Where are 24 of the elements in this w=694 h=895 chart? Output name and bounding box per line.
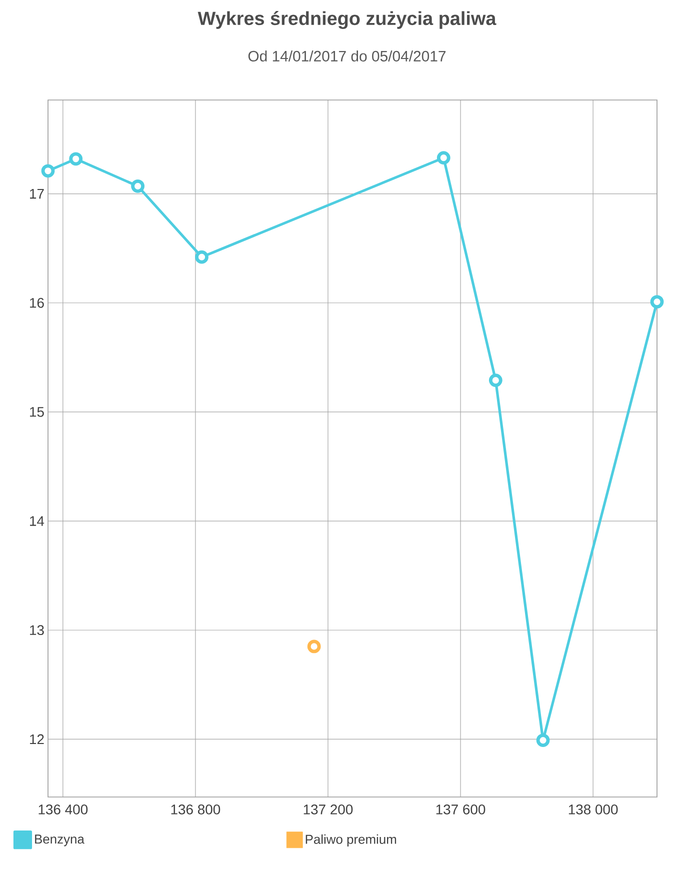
point [307,640,321,654]
point [69,152,83,166]
chart-subtitle: Od 14/01/2017 do 05/04/2017 [248,50,446,62]
point [436,151,450,165]
point [131,179,144,193]
x-tick-label: 136 800 [171,804,220,814]
y-tick-label: 13 [30,625,44,636]
legend-label: Paliwo premium [306,834,396,846]
x-tick-label: 138 000 [568,804,618,814]
point [41,164,55,178]
y-tick-label: 12 [30,734,44,744]
y-tick-label: 17 [30,189,44,199]
x-tick-label: 137 600 [436,804,486,814]
x-tick-label: 137 200 [304,804,353,814]
y-tick-label: 16 [30,298,44,308]
legend-label: Benzyna [35,834,84,846]
x-tick-label: 136 400 [38,804,88,814]
y-tick-label: 14 [30,516,44,526]
point [195,250,208,264]
point [650,295,664,308]
y-tick-label: 15 [30,407,44,417]
chart-title: Wykres średniego zużycia paliwa [198,11,496,29]
point [488,374,502,388]
point [536,734,550,747]
